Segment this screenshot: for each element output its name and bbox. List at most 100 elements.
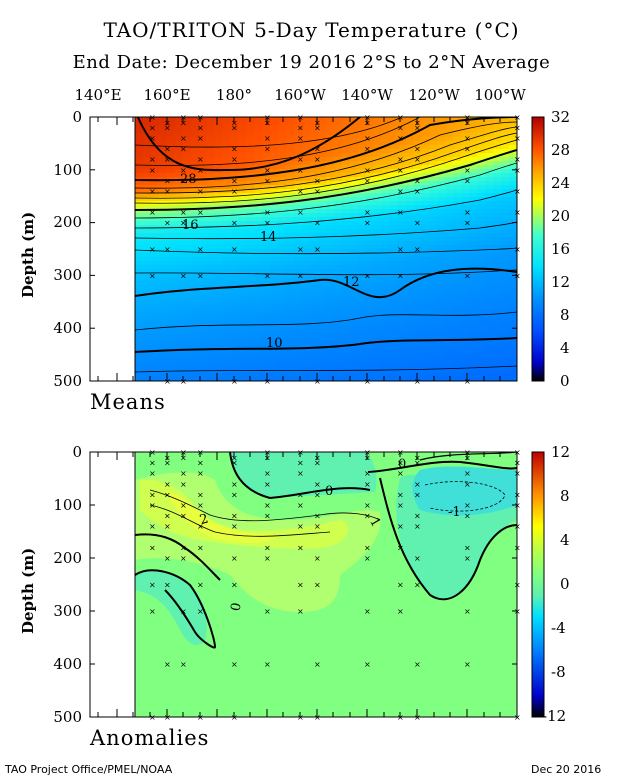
heatmap-cell	[270, 233, 279, 238]
heatmap-cell	[214, 185, 224, 190]
heatmap-cell	[373, 277, 383, 282]
heatmap-cell	[477, 313, 486, 318]
heatmap-cell	[198, 169, 208, 174]
heatmap-cell	[405, 161, 415, 166]
heatmap-cell	[397, 373, 407, 378]
heatmap-cell	[421, 353, 431, 358]
heatmap-cell	[318, 125, 327, 130]
heatmap-cell	[341, 277, 351, 282]
heatmap-cell	[166, 361, 176, 366]
heatmap-cell	[254, 121, 263, 126]
heatmap-cell	[222, 133, 232, 138]
heatmap-cell	[485, 173, 494, 178]
heatmap-cell	[357, 353, 367, 358]
heatmap-cell	[389, 341, 399, 346]
heatmap-cell	[437, 369, 446, 374]
heatmap-cell	[509, 173, 517, 178]
heatmap-cell	[302, 229, 311, 234]
heatmap-cell	[333, 133, 343, 138]
heatmap-cell	[509, 197, 517, 202]
heatmap-cell	[198, 137, 208, 142]
heatmap-cell	[437, 353, 446, 358]
heatmap-cell	[182, 361, 192, 366]
heatmap-cell	[222, 241, 232, 246]
heatmap-cell	[238, 269, 248, 274]
heatmap-cell	[381, 233, 391, 238]
heatmap-cell	[246, 305, 255, 310]
heatmap-cell	[453, 169, 462, 174]
axes	[89, 116, 518, 718]
heatmap-cell	[501, 221, 510, 226]
heatmap-cell	[501, 217, 510, 222]
heatmap-cell	[485, 257, 494, 262]
heatmap-cell	[182, 133, 192, 138]
heatmap-cell	[158, 269, 168, 274]
heatmap-cell	[206, 325, 216, 330]
heatmap-cell	[182, 357, 192, 362]
heatmap-cell	[182, 205, 192, 210]
heatmap-cell	[365, 337, 375, 342]
heatmap-cell	[166, 173, 176, 178]
heatmap-cell	[365, 369, 375, 374]
heatmap-cell	[421, 157, 431, 162]
heatmap-cell	[349, 197, 359, 202]
heatmap-cell	[150, 157, 160, 162]
heatmap-cell	[501, 185, 510, 190]
heatmap-cell	[150, 261, 160, 266]
heatmap-cell	[142, 193, 152, 198]
heatmap-cell	[246, 237, 255, 242]
heatmap-cell	[333, 353, 343, 358]
sample-marker: ×	[231, 581, 238, 590]
heatmap-cell	[493, 273, 502, 278]
heatmap-cell	[278, 185, 287, 190]
heatmap-cell	[421, 301, 431, 306]
heatmap-cell	[365, 289, 375, 294]
sample-marker: ×	[180, 208, 187, 217]
heatmap-cell	[429, 273, 439, 278]
heatmap-cell	[397, 361, 407, 366]
heatmap-cell	[477, 369, 486, 374]
sample-marker: ×	[197, 543, 204, 552]
heatmap-cell	[310, 357, 319, 362]
heatmap-cell	[302, 237, 311, 242]
heatmap-cell	[246, 145, 255, 150]
heatmap-cell	[389, 145, 399, 150]
heatmap-cell	[262, 157, 271, 162]
heatmap-cell	[214, 305, 224, 310]
heatmap-cell	[485, 305, 494, 310]
heatmap-cell	[270, 189, 279, 194]
sample-marker: ×	[264, 219, 271, 228]
heatmap-cell	[453, 377, 462, 381]
heatmap-cell	[453, 121, 462, 126]
heatmap-cell	[278, 153, 287, 158]
heatmap-cell	[341, 133, 351, 138]
heatmap-cell	[254, 353, 263, 358]
heatmap-cell	[302, 253, 311, 258]
heatmap-cell	[381, 357, 391, 362]
heatmap-cell	[469, 245, 478, 250]
heatmap-cell	[190, 349, 200, 354]
heatmap-cell	[477, 229, 486, 234]
heatmap-cell	[182, 173, 192, 178]
heatmap-cell	[333, 241, 343, 246]
sample-marker: ×	[264, 166, 271, 175]
heatmap-cell	[405, 229, 415, 234]
heatmap-cell	[318, 233, 327, 238]
heatmap-cell	[333, 273, 343, 278]
heatmap-cell	[349, 261, 359, 266]
heatmap-cell	[477, 317, 486, 322]
heatmap-cell	[445, 121, 454, 126]
heatmap-cell	[166, 221, 176, 226]
heatmap-cell	[302, 341, 311, 346]
heatmap-cell	[286, 137, 295, 142]
heatmap-cell	[230, 117, 240, 122]
heatmap-cell	[214, 253, 224, 258]
sample-marker: ×	[197, 522, 204, 531]
heatmap-cell	[158, 261, 168, 266]
heatmap-cell	[174, 205, 184, 210]
heatmap-cell	[333, 289, 343, 294]
heatmap-cell	[357, 125, 367, 130]
heatmap-cell	[246, 261, 255, 266]
heatmap-cell	[373, 341, 383, 346]
heatmap-cell	[341, 185, 351, 190]
